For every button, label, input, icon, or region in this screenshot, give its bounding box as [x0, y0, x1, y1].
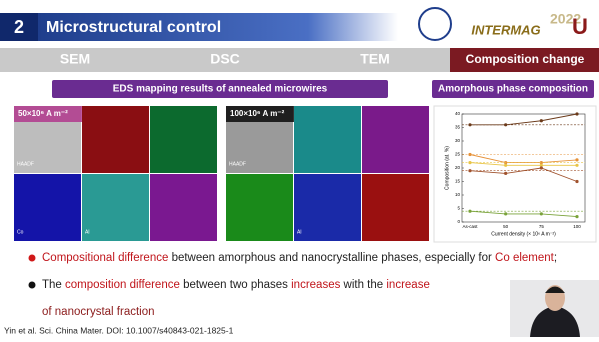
point: [539, 166, 543, 170]
point: [504, 212, 508, 216]
x-axis-label: Current density (× 10⁶ A m⁻²): [491, 231, 556, 237]
section-number: 2: [14, 17, 24, 37]
logo-seal: [418, 7, 452, 41]
text: with the: [340, 279, 386, 291]
series-line: [469, 162, 577, 166]
y-tick-label: 40: [455, 111, 461, 116]
y-tick-label: 25: [455, 152, 461, 157]
webcam-hair: [545, 286, 565, 293]
webcam-person: [530, 306, 580, 337]
eds-tile: [14, 174, 81, 241]
y-tick-label: 5: [457, 206, 460, 211]
tile-label: HAADF: [17, 161, 34, 167]
highlight: increase: [386, 279, 429, 291]
panel-label-bg: [14, 106, 82, 122]
text: ;: [554, 252, 557, 264]
citation: Yin et al. Sci. China Mater. DOI: 10.100…: [4, 325, 234, 335]
panel-label: 50×10⁶ A m⁻²: [18, 109, 68, 118]
eds-tile: [362, 106, 429, 173]
point: [539, 212, 543, 216]
label-box: [432, 80, 594, 98]
panel-label: 100×10⁶ A m⁻²: [230, 109, 285, 118]
x-tick-label: 50: [503, 224, 509, 229]
y-tick-label: 35: [455, 125, 461, 130]
highlight: composition difference: [65, 279, 180, 291]
tab-active: [450, 48, 599, 72]
bullet: [28, 254, 36, 262]
eds-tile: [150, 106, 217, 173]
slide-title: Microstructural control: [46, 19, 221, 36]
bullet-text: of nanocrystal fraction: [42, 306, 155, 318]
point: [468, 152, 472, 157]
text: between amorphous and nanocrystalline ph…: [168, 252, 495, 264]
tab: TEM: [360, 51, 390, 67]
point: [575, 158, 579, 162]
point: [575, 163, 579, 167]
text: The: [42, 279, 65, 291]
series-line: [469, 210, 578, 218]
point: [575, 179, 579, 184]
eds-tile: [82, 174, 149, 241]
logo-year: 2022: [550, 11, 581, 27]
eds-tile: [82, 106, 149, 173]
point: [575, 215, 579, 219]
point: [468, 169, 472, 173]
tab: Composition change: [466, 52, 585, 66]
highlight: increases: [291, 279, 340, 291]
eds-tile: [150, 174, 217, 241]
tile-label: HAADF: [229, 161, 246, 167]
label-text: EDS mapping results of annealed microwir…: [113, 84, 328, 95]
point: [504, 123, 508, 127]
y-tick-label: 0: [457, 219, 460, 224]
eds-tile: [294, 174, 361, 241]
point: [539, 161, 543, 165]
panel-label-bg: [226, 106, 294, 122]
chart-frame: [433, 105, 597, 243]
tile-label: Co: [17, 229, 24, 235]
point: [539, 163, 543, 167]
bullet-text: The composition difference between two p…: [42, 279, 430, 291]
logo-u: U: [572, 14, 588, 39]
label-text: Amorphous phase composition: [438, 84, 588, 95]
tile-label: Al: [297, 229, 301, 235]
point: [539, 119, 543, 123]
y-tick-label: 30: [455, 138, 461, 143]
bullet-text: Compositional difference between amorpho…: [42, 252, 557, 264]
tab: SEM: [60, 51, 90, 67]
title-bar: [38, 13, 398, 41]
point: [504, 163, 508, 167]
x-tick-label: 75: [539, 224, 545, 229]
point: [468, 161, 472, 165]
text: between two phases: [180, 279, 291, 291]
point: [468, 123, 472, 127]
point: [468, 209, 472, 213]
point: [504, 171, 508, 175]
y-axis-label: Composition (at. %): [444, 146, 450, 190]
series-line: [470, 113, 578, 126]
tile-label: Al: [85, 229, 89, 235]
x-tick-label: As-cast: [462, 224, 478, 229]
x-tick-label: 100: [573, 224, 581, 229]
eds-tile: [294, 106, 361, 173]
eds-tile: [362, 174, 429, 241]
highlight: Compositional difference: [42, 252, 168, 264]
y-tick-label: 20: [455, 165, 461, 170]
point: [575, 112, 579, 116]
eds-tile: [226, 174, 293, 241]
label-box: [52, 80, 388, 98]
y-tick-label: 15: [455, 179, 461, 184]
tab: DSC: [210, 51, 240, 67]
bullet: [28, 281, 36, 289]
y-tick-label: 10: [455, 192, 461, 197]
series-line: [469, 167, 578, 182]
number-box: [0, 13, 38, 41]
highlight: Co element: [495, 252, 555, 264]
logo-text: INTERMAG: [471, 22, 540, 37]
